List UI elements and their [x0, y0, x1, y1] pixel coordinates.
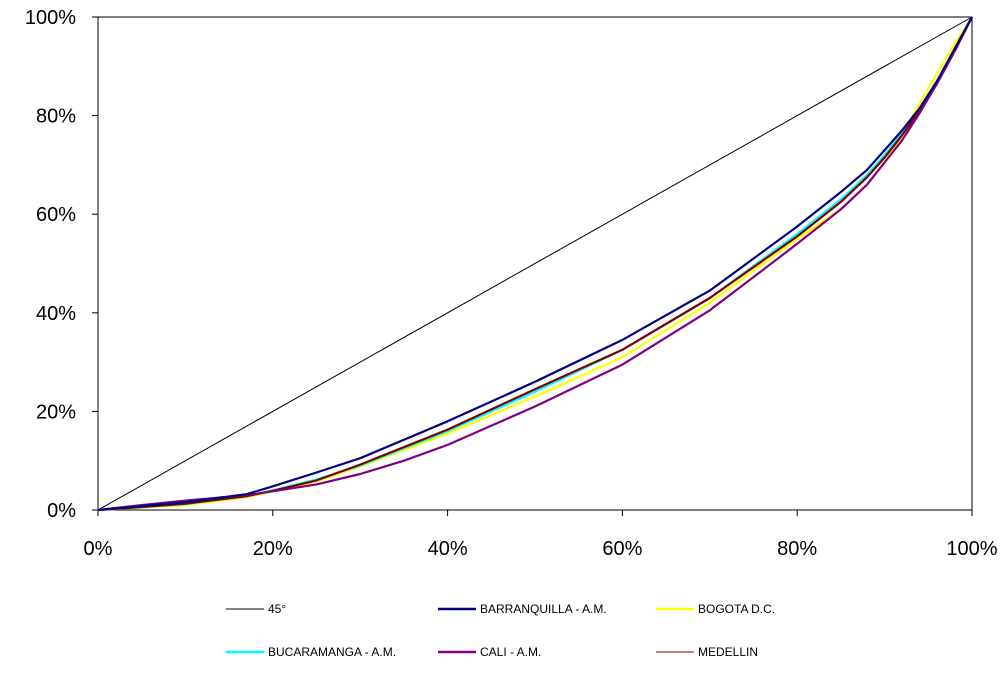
x-tick-label: 20% [253, 538, 293, 560]
legend-label: MEDELLIN [698, 645, 758, 659]
y-tick-label: 100% [25, 7, 76, 29]
legend-label: BARRANQUILLA - A.M. [480, 602, 607, 616]
y-tick-label: 60% [36, 204, 76, 226]
legend-label: BUCARAMANGA - A.M. [268, 645, 396, 659]
series-line-cali-a-m [97, 16, 973, 512]
x-axis: 0% 20% 40% 60% 80% 100% [84, 510, 998, 560]
legend-item: BUCARAMANGA - A.M. [226, 645, 396, 659]
legend-item: MEDELLIN [656, 645, 758, 659]
y-tick-label: 0% [47, 500, 76, 522]
y-axis: 0% 20% 40% 60% 80% 100% [25, 7, 98, 522]
x-tick-label: 100% [946, 538, 997, 560]
y-tick-label: 20% [36, 401, 76, 423]
legend-item: BARRANQUILLA - A.M. [438, 602, 607, 616]
x-tick-label: 0% [84, 538, 113, 560]
legend-label: CALI - A.M. [480, 645, 541, 659]
x-tick-label: 40% [428, 538, 468, 560]
legend-label: 45° [268, 602, 286, 616]
legend-label: BOGOTA D.C. [698, 602, 775, 616]
y-tick-label: 40% [36, 303, 76, 325]
series-line-45 [97, 16, 973, 511]
x-tick-label: 80% [777, 538, 817, 560]
series-lines [97, 16, 973, 512]
legend: 45° BARRANQUILLA - A.M. BOGOTA D.C. BUCARAM… [226, 602, 775, 659]
legend-item: CALI - A.M. [438, 645, 541, 659]
y-tick-label: 80% [36, 106, 76, 128]
legend-item: 45° [226, 602, 286, 616]
series-line-barranquilla-a-m [97, 16, 973, 512]
x-tick-label: 60% [602, 538, 642, 560]
legend-item: BOGOTA D.C. [656, 602, 775, 616]
